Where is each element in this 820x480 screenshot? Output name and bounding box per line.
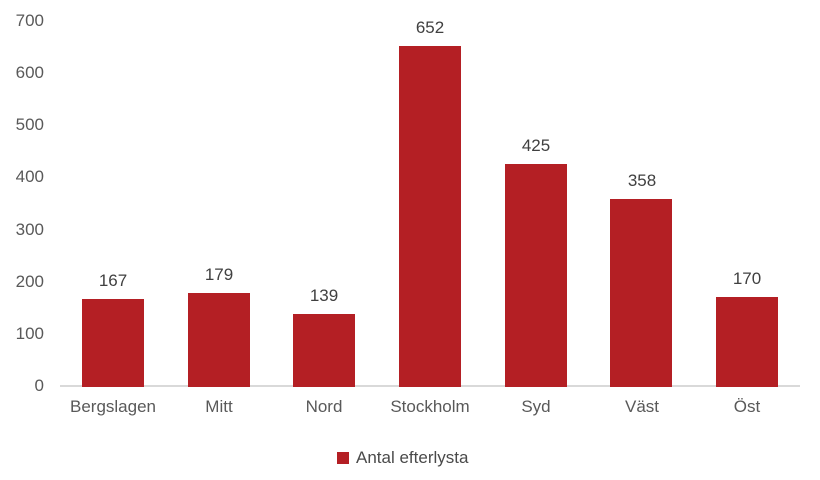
legend-label: Antal efterlysta: [356, 448, 469, 467]
bar-value-label-mitt: 179: [204, 265, 234, 284]
bar-nord: [293, 314, 355, 387]
y-axis-tick-label-200: 200: [15, 272, 44, 291]
y-axis-tick-label-0: 0: [34, 376, 44, 395]
x-axis-label-bergslagen: Bergslagen: [69, 397, 156, 416]
bar-value-label-vast: 358: [627, 171, 657, 190]
legend: Antal efterlysta: [0, 448, 820, 472]
bar-syd: [505, 164, 567, 387]
bar-value-label-nord: 139: [309, 286, 339, 305]
bar-value-label-syd: 425: [521, 136, 551, 155]
y-axis-tick-label-700: 700: [15, 11, 44, 30]
x-axis-label-stockholm: Stockholm: [390, 397, 470, 416]
x-axis-label-mitt: Mitt: [205, 397, 233, 416]
x-axis-label-ost: Öst: [733, 397, 761, 416]
y-axis-tick-label-300: 300: [15, 220, 44, 239]
bar-vast: [610, 199, 672, 387]
y-axis-tick-label-100: 100: [15, 324, 44, 343]
x-axis-label-nord: Nord: [305, 397, 343, 416]
bar-ost: [716, 297, 778, 387]
x-axis-label-vast: Väst: [624, 397, 660, 416]
y-axis-tick-label-500: 500: [15, 115, 44, 134]
y-axis-tick-label-600: 600: [15, 63, 44, 82]
bar-mitt: [188, 293, 250, 387]
legend-marker-square: [337, 452, 349, 464]
bar-bergslagen: [82, 299, 144, 387]
bar-value-label-ost: 170: [732, 269, 762, 288]
x-axis-label-syd: Syd: [521, 397, 551, 416]
y-axis-tick-label-400: 400: [15, 167, 44, 186]
bar-value-label-stockholm: 652: [415, 18, 445, 37]
bar-value-label-bergslagen: 167: [98, 271, 128, 290]
bar-stockholm: [399, 46, 461, 387]
